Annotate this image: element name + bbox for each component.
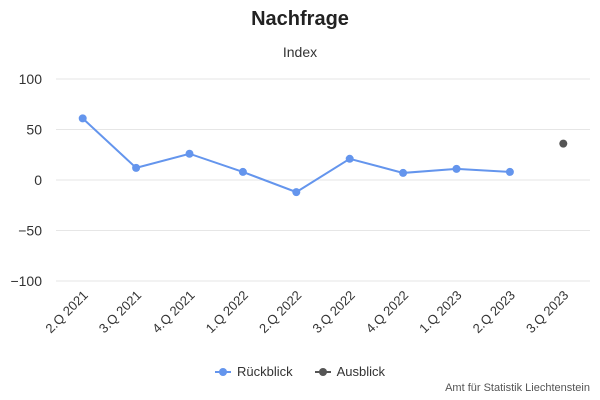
- legend-swatch-ausblick: [314, 367, 331, 377]
- data-point-0-8: [505, 167, 514, 176]
- data-point-0-0: [78, 114, 87, 123]
- data-point-0-3: [238, 167, 247, 176]
- chart-subtitle: Index: [282, 44, 318, 60]
- x-tick-label-4: 2.Q 2022: [256, 288, 304, 336]
- legend-swatch-rueckblick: [214, 367, 231, 377]
- data-point-1-9: [559, 139, 568, 148]
- y-tick-label-2: 0: [34, 172, 42, 188]
- y-tick-label-0: 100: [19, 71, 43, 87]
- data-point-0-5: [345, 154, 354, 163]
- legend-label-ausblick: Ausblick: [336, 364, 386, 379]
- chart-title: Nachfrage: [251, 8, 349, 30]
- x-tick-label-0: 2.Q 2021: [42, 288, 90, 336]
- source-credit: Amt für Statistik Liechtenstein: [445, 382, 590, 394]
- data-point-0-4: [292, 188, 301, 197]
- data-point-0-7: [452, 164, 461, 173]
- y-tick-label-3: −50: [18, 223, 42, 239]
- x-tick-label-9: 3.Q 2023: [523, 288, 571, 336]
- legend: Rückblick Ausblick: [0, 364, 600, 379]
- y-tick-label-4: −100: [10, 273, 42, 289]
- data-point-0-6: [399, 168, 408, 177]
- legend-item-rueckblick[interactable]: Rückblick: [214, 364, 293, 379]
- data-point-0-1: [132, 163, 141, 172]
- x-tick-label-7: 1.Q 2023: [416, 288, 464, 336]
- y-tick-label-1: 50: [26, 122, 42, 138]
- data-point-0-2: [185, 149, 194, 158]
- x-tick-label-6: 4.Q 2022: [363, 288, 411, 336]
- x-tick-label-8: 2.Q 2023: [470, 288, 518, 336]
- x-tick-label-1: 3.Q 2021: [96, 288, 144, 336]
- legend-label-rueckblick: Rückblick: [236, 364, 293, 379]
- legend-item-ausblick[interactable]: Ausblick: [314, 364, 386, 379]
- x-tick-label-5: 3.Q 2022: [309, 288, 357, 336]
- x-tick-label-2: 4.Q 2021: [149, 288, 197, 336]
- x-tick-label-3: 1.Q 2022: [203, 288, 251, 336]
